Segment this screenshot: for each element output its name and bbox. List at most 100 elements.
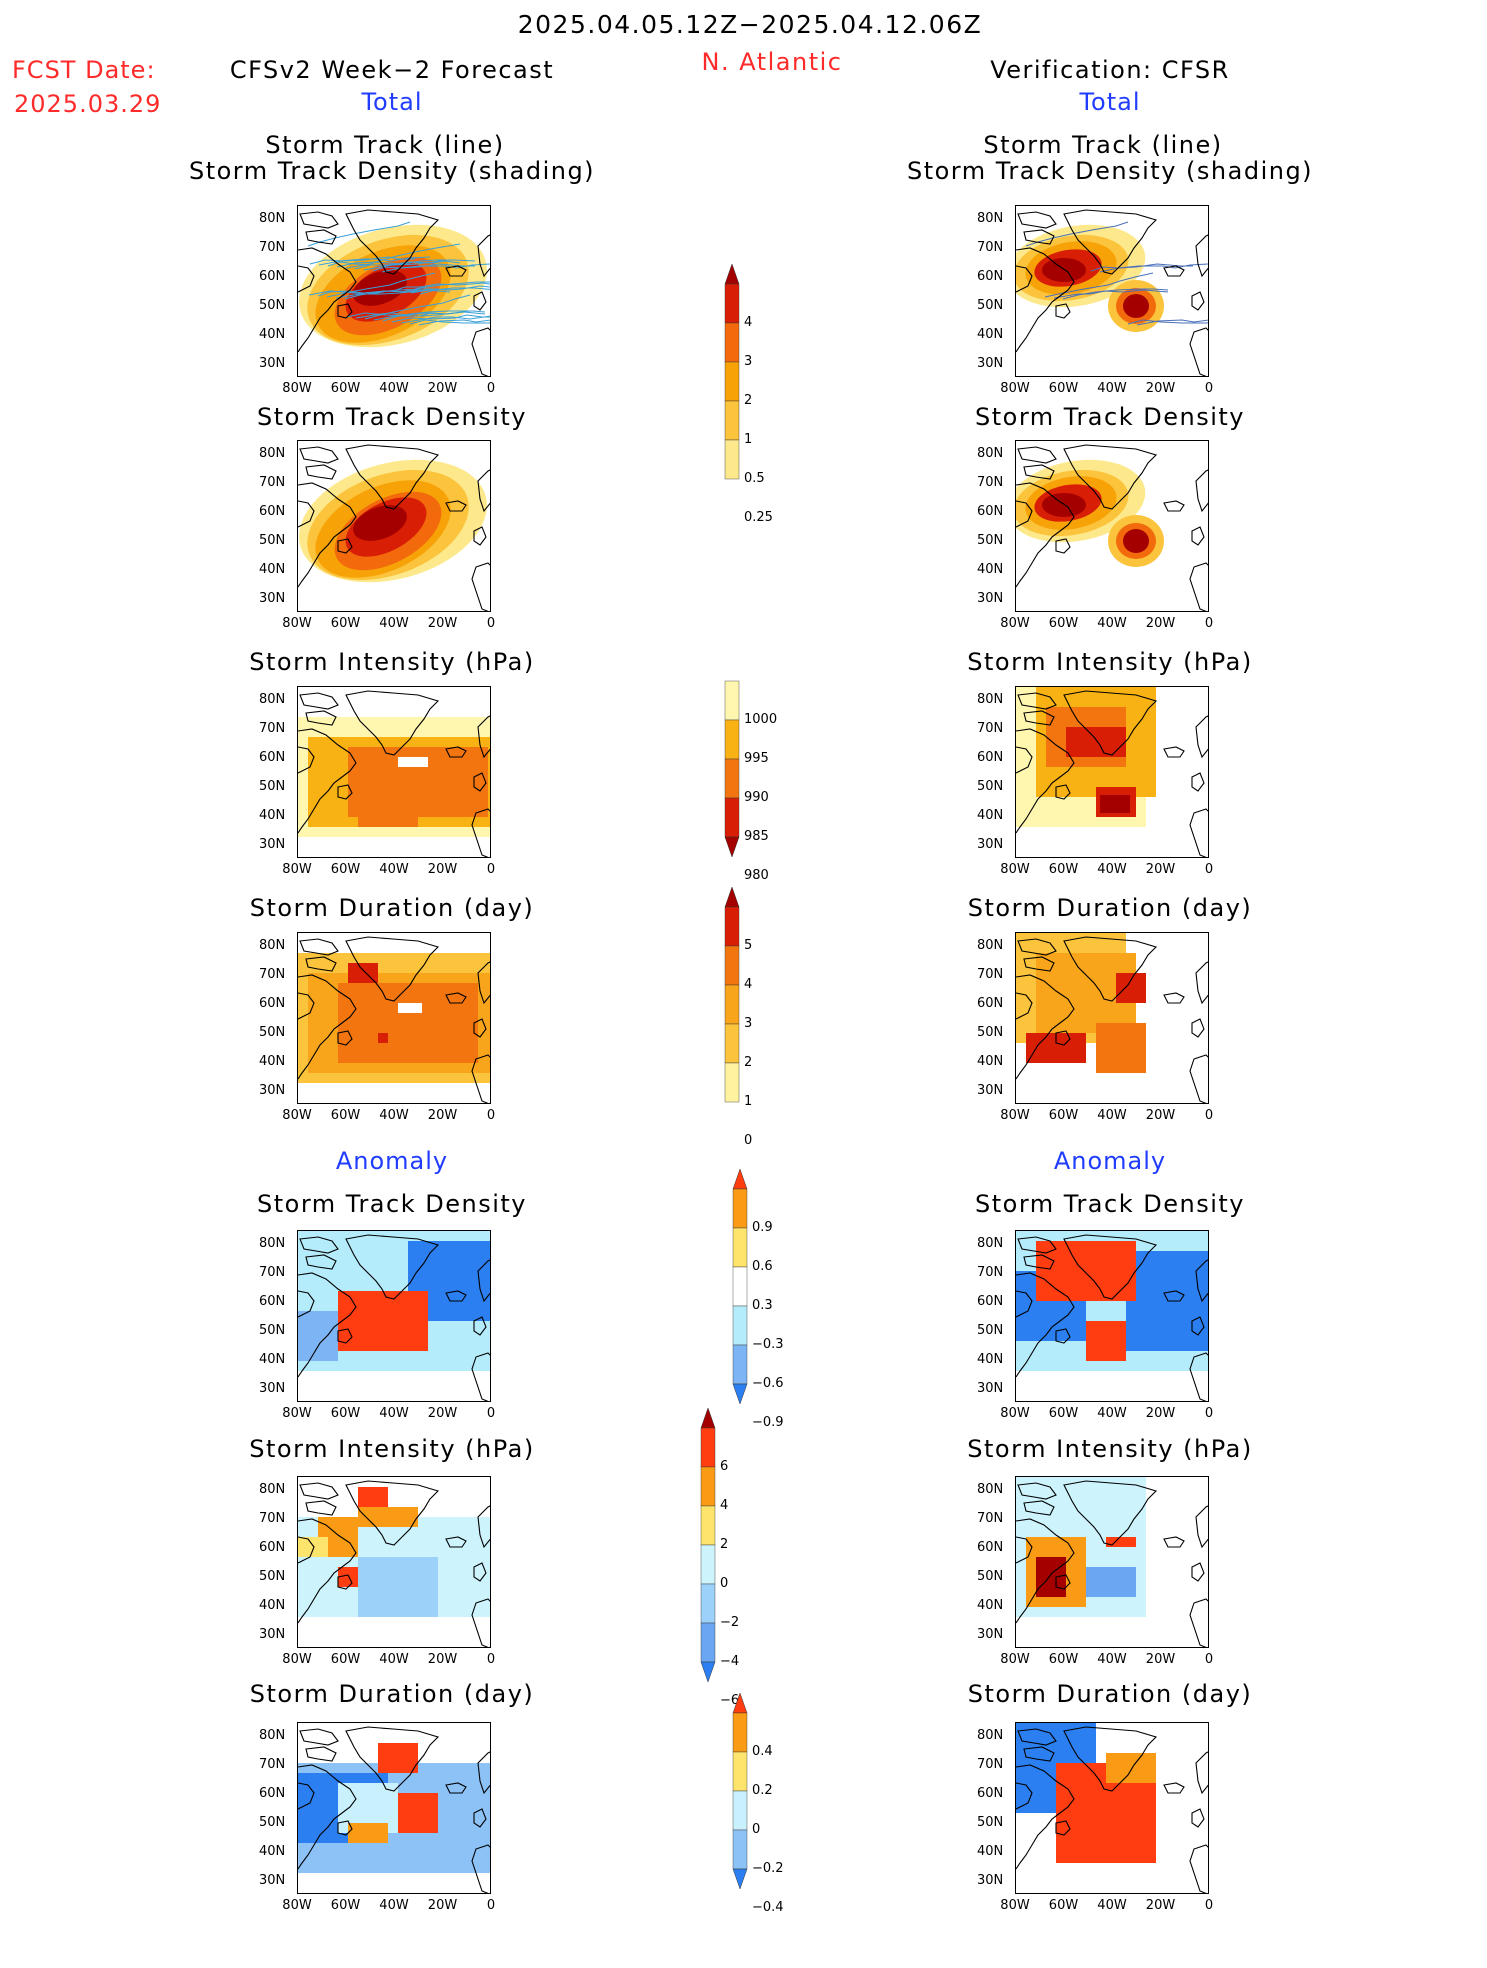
map-plot [1016, 933, 1208, 1103]
colorbar-intensity-label: 990 [744, 790, 769, 805]
lat-tick-label: 30N [977, 356, 1004, 371]
lat-tick-label: 60N [977, 1540, 1004, 1555]
colorbar-duration-label: 4 [744, 977, 753, 992]
lat-tick-label: 70N [259, 240, 286, 255]
map-plot [298, 690, 490, 857]
lat-tick-label: 70N [259, 1265, 286, 1280]
colorbar-anom_duration-label: −0.2 [752, 1861, 784, 1876]
colorbar-anom_density-label: 0.3 [752, 1298, 773, 1313]
lon-tick-label: 0 [1204, 381, 1214, 396]
lat-tick-label: 70N [259, 475, 286, 490]
lon-tick-label: 80W [1000, 1406, 1030, 1421]
lat-tick-label: 40N [977, 327, 1004, 342]
lon-tick-label: 20W [427, 1406, 458, 1421]
lon-tick-label: 80W [1000, 862, 1030, 877]
colorbar-intensity [724, 680, 740, 858]
lat-tick-label: 40N [259, 1352, 286, 1367]
right-column-title: Verification: CFSR [990, 56, 1230, 84]
lat-tick-label: 50N [259, 1815, 286, 1830]
lon-tick-label: 60W [330, 1898, 361, 1913]
right-density-title: Storm Track Density [975, 403, 1245, 431]
map-plot [298, 936, 490, 1103]
colorbar-duration [724, 886, 740, 1103]
lon-tick-label: 40W [379, 862, 409, 877]
lon-tick-label: 60W [330, 1108, 361, 1123]
lat-tick-label: 70N [977, 721, 1004, 736]
map-forecast-intensity [297, 686, 491, 858]
colorbar-duration-label: 5 [744, 938, 753, 953]
lat-tick-label: 60N [259, 1294, 286, 1309]
colorbar-anom_intensity-label: −2 [720, 1615, 740, 1630]
left-density-title: Storm Track Density [257, 403, 527, 431]
lon-tick-label: 0 [1204, 1898, 1214, 1913]
colorbar-density-label: 0.5 [744, 471, 765, 486]
lon-tick-label: 0 [486, 1108, 496, 1123]
lat-tick-label: 60N [259, 1540, 286, 1555]
right-track-shading-title: Storm Track Density (shading) [906, 157, 1314, 185]
lat-tick-label: 70N [259, 1757, 286, 1772]
colorbar-duration-label: 3 [744, 1016, 753, 1031]
lat-tick-label: 80N [259, 1482, 286, 1497]
lat-tick-label: 70N [259, 721, 286, 736]
lon-tick-label: 80W [282, 381, 312, 396]
map-plot [298, 1726, 490, 1893]
lat-tick-label: 60N [259, 750, 286, 765]
lon-tick-label: 0 [1204, 862, 1214, 877]
colorbar-intensity-label: 980 [744, 868, 769, 883]
map-plot [298, 209, 490, 376]
left-column-title: CFSv2 Week−2 Forecast [229, 56, 555, 84]
lon-tick-label: 80W [282, 616, 312, 631]
lat-tick-label: 30N [977, 1381, 1004, 1396]
lat-tick-label: 80N [977, 1482, 1004, 1497]
lat-tick-label: 40N [259, 1054, 286, 1069]
map-plot [1016, 1723, 1208, 1893]
lat-tick-label: 60N [259, 996, 286, 1011]
lon-tick-label: 20W [1145, 616, 1176, 631]
lat-tick-label: 30N [259, 1873, 286, 1888]
lat-tick-label: 50N [259, 1025, 286, 1040]
lon-tick-label: 40W [379, 1652, 409, 1667]
lat-tick-label: 70N [259, 967, 286, 982]
map-forecast-track [297, 205, 491, 377]
lat-tick-label: 30N [977, 591, 1004, 606]
lon-tick-label: 60W [1048, 862, 1079, 877]
lat-tick-label: 40N [977, 1844, 1004, 1859]
colorbar-density-label: 4 [744, 315, 753, 330]
lat-tick-label: 80N [259, 692, 286, 707]
lat-tick-label: 30N [259, 591, 286, 606]
lat-tick-label: 30N [977, 837, 1004, 852]
lat-tick-label: 40N [977, 1352, 1004, 1367]
lat-tick-label: 40N [977, 562, 1004, 577]
lon-tick-label: 60W [330, 616, 361, 631]
colorbar-anom_intensity [700, 1407, 716, 1683]
colorbar-duration-label: 1 [744, 1094, 753, 1109]
map-verification-duration [1015, 932, 1209, 1104]
lon-tick-label: 40W [379, 1898, 409, 1913]
map-forecast-density [297, 440, 491, 612]
colorbar-density [724, 263, 740, 480]
colorbar-anom_density-label: −0.9 [752, 1415, 784, 1430]
lon-tick-label: 20W [1145, 1652, 1176, 1667]
map-plot [1016, 444, 1208, 611]
lat-tick-label: 40N [977, 1054, 1004, 1069]
lat-tick-label: 60N [259, 1786, 286, 1801]
lon-tick-label: 60W [1048, 1898, 1079, 1913]
map-verification-density [1015, 440, 1209, 612]
lon-tick-label: 0 [1204, 616, 1214, 631]
map-forecast-aintensity [297, 1476, 491, 1648]
lon-tick-label: 20W [427, 1652, 458, 1667]
lat-tick-label: 80N [977, 446, 1004, 461]
lon-tick-label: 0 [486, 1652, 496, 1667]
map-forecast-duration [297, 932, 491, 1104]
colorbar-density-label: 2 [744, 393, 753, 408]
lon-tick-label: 40W [1097, 1406, 1127, 1421]
lat-tick-label: 60N [977, 504, 1004, 519]
colorbar-anom_duration-label: 0.4 [752, 1744, 773, 1759]
lon-tick-label: 60W [330, 1406, 361, 1421]
lon-tick-label: 0 [486, 616, 496, 631]
colorbar-anom_intensity-label: 0 [720, 1576, 729, 1591]
colorbar-density-label: 3 [744, 354, 753, 369]
lat-tick-label: 40N [259, 327, 286, 342]
lat-tick-label: 60N [977, 1786, 1004, 1801]
colorbar-anom_density-label: 0.9 [752, 1220, 773, 1235]
